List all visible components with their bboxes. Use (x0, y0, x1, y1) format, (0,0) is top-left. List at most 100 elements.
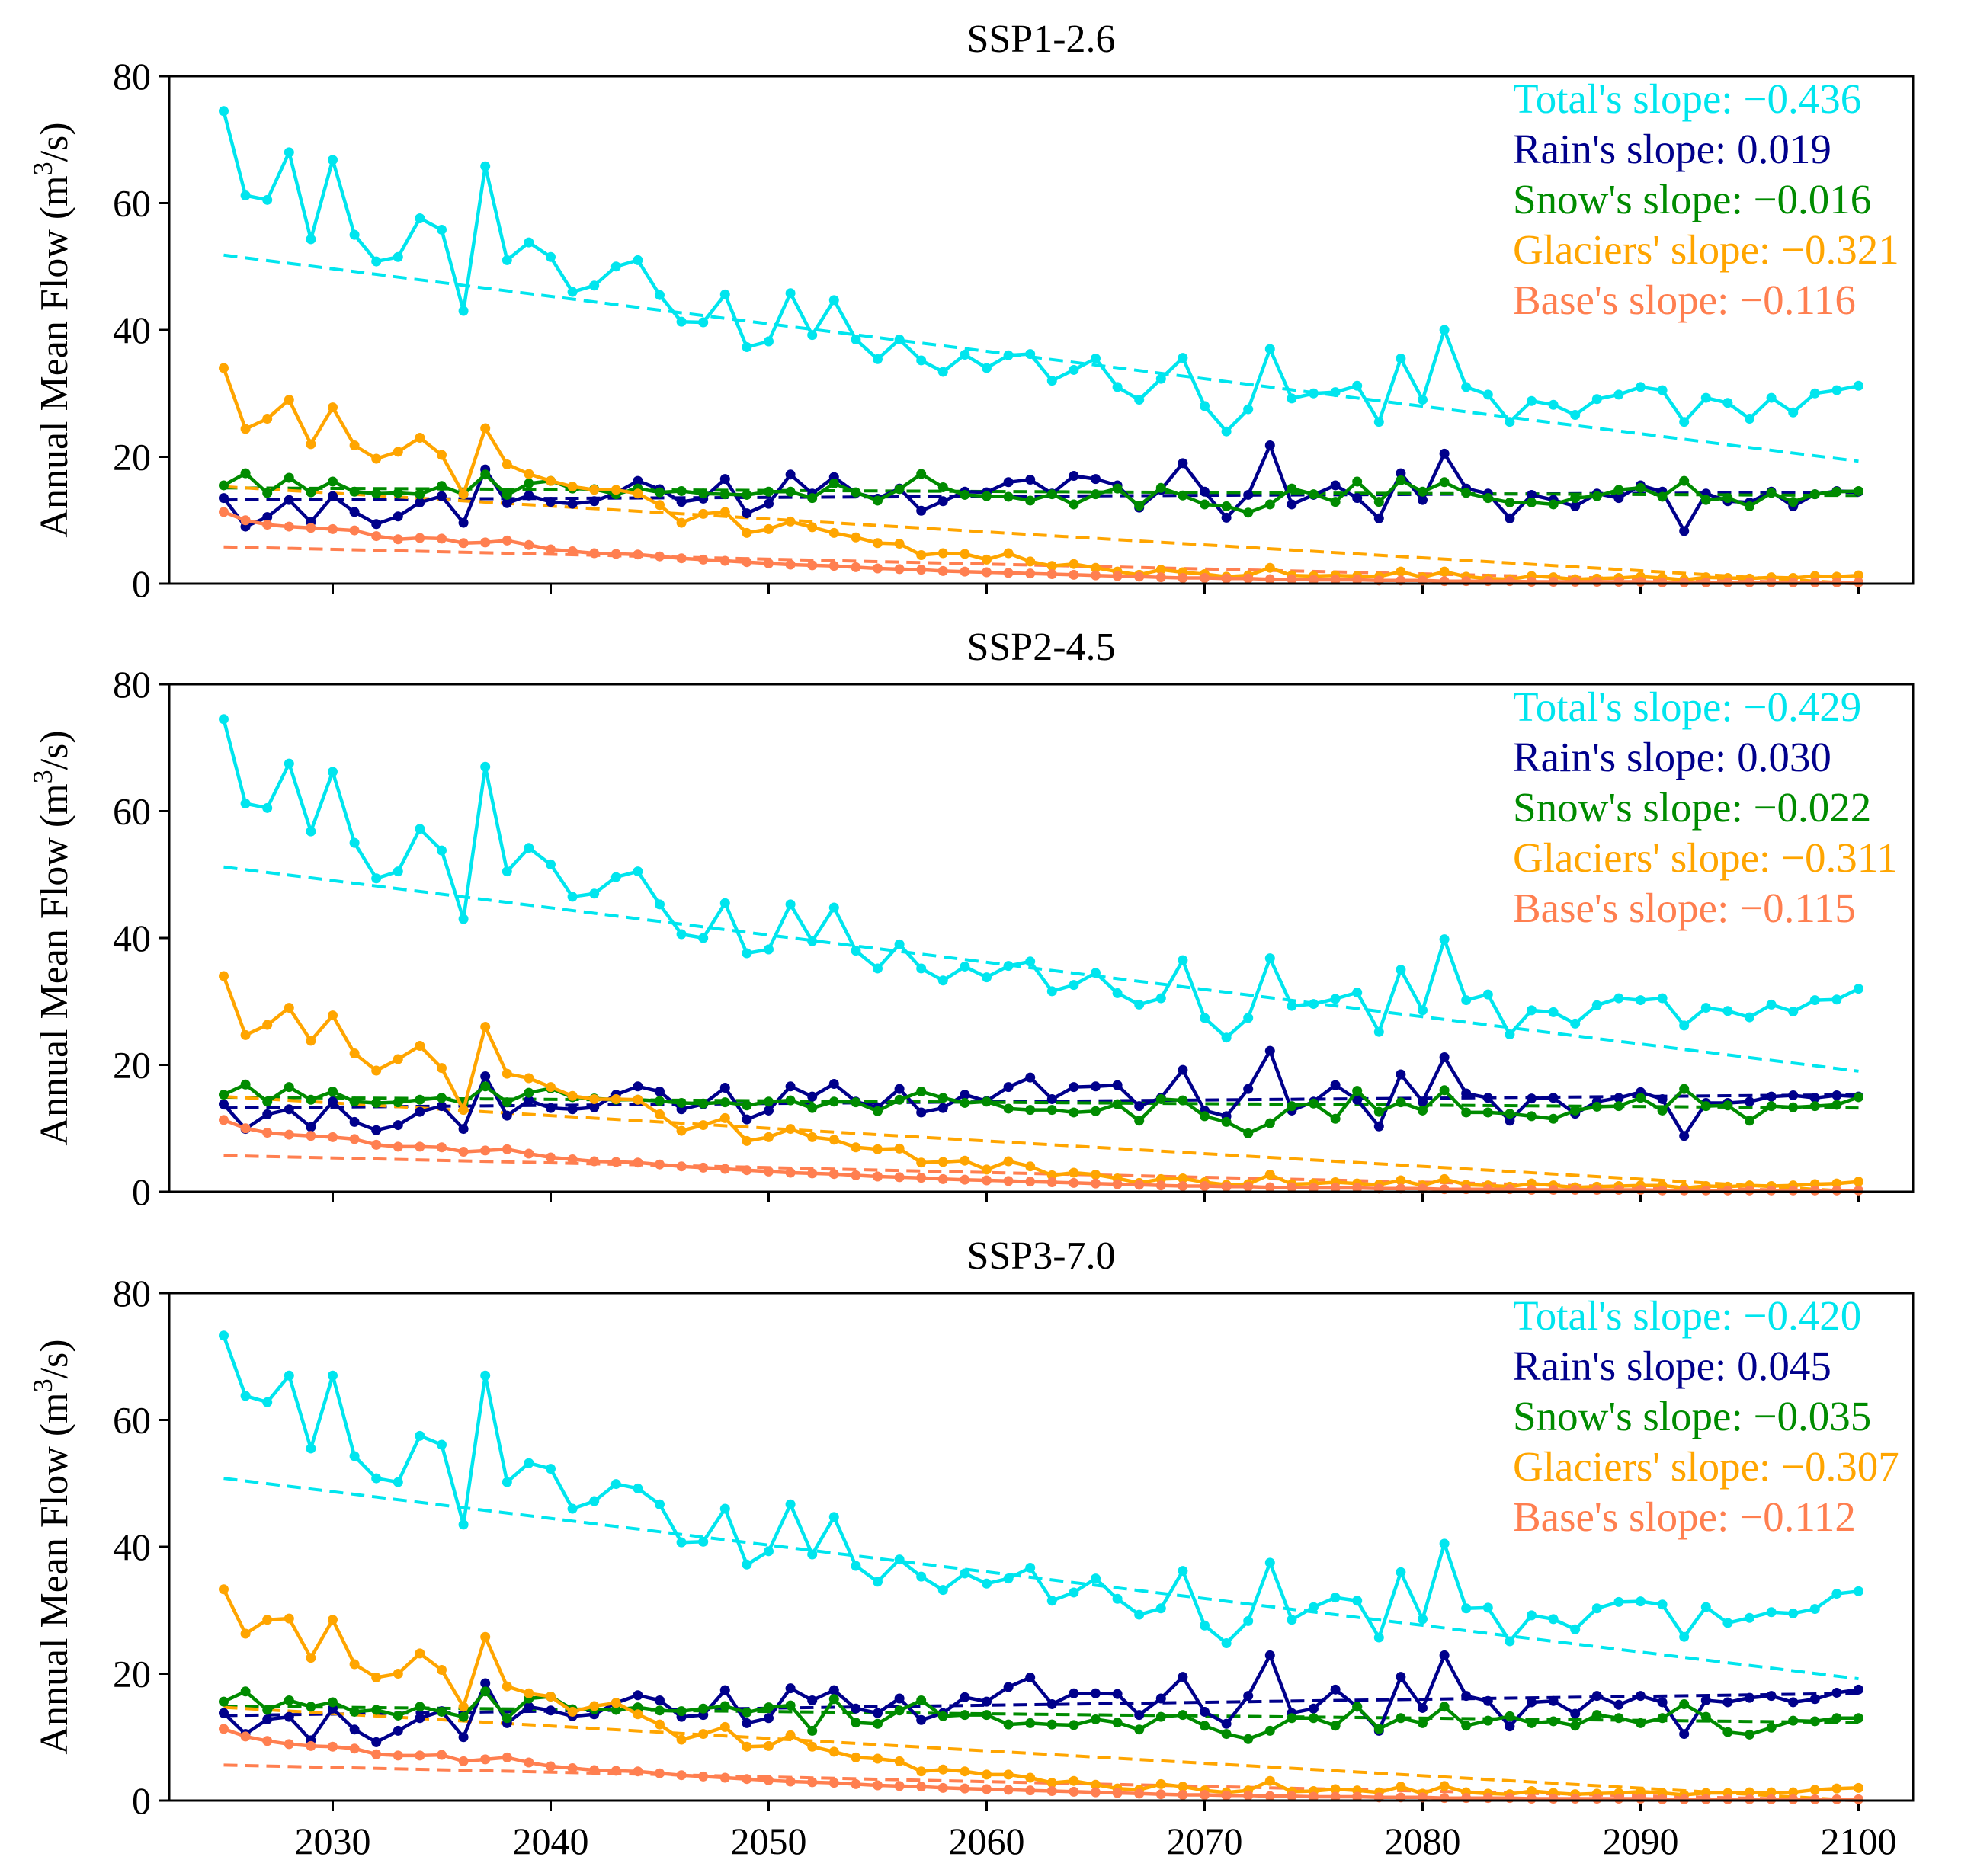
panel-2-point-base-2074 (1287, 1182, 1297, 1193)
panel-3-point-total-2040 (546, 1464, 556, 1474)
panel-1-point-glaciers-2039 (524, 469, 534, 479)
panel-3-slope-total: Total's slope: −0.420 (1513, 1292, 1861, 1339)
panel-1-point-snow-2054 (851, 487, 861, 498)
panel-1-point-rain-2036 (458, 517, 469, 528)
panel-1-point-base-2053 (828, 561, 839, 571)
panel-2-point-snow-2084 (1505, 1109, 1515, 1119)
panel-1-point-snow-2030 (328, 476, 338, 487)
panel-2-point-total-2062 (1025, 956, 1036, 967)
panel-2-point-rain-2097 (1788, 1090, 1799, 1100)
panel-1-point-total-2062 (1025, 349, 1036, 360)
panel-2-point-snow-2046 (676, 1097, 687, 1108)
panel-3-point-total-2055 (873, 1577, 883, 1587)
panel-3-point-total-2057 (916, 1571, 927, 1582)
panel-3-point-rain-2039 (524, 1702, 534, 1712)
panel-2-point-base-2054 (851, 1170, 861, 1180)
panel-2-point-total-2047 (698, 933, 709, 943)
panel-2-point-rain-2065 (1091, 1081, 1101, 1092)
panel-3-point-total-2085 (1527, 1610, 1537, 1621)
panel-3-point-total-2081 (1439, 1538, 1450, 1549)
panel-3-point-total-2050 (764, 1546, 774, 1557)
panel-1-trend-glaciers (223, 485, 1859, 585)
panel-2-point-rain-2078 (1373, 1121, 1384, 1132)
panel-2-point-base-2050 (764, 1166, 774, 1177)
panel-1-line-base (223, 510, 1859, 584)
panel-1-point-total-2044 (633, 255, 643, 265)
panel-2-point-total-2099 (1831, 994, 1842, 1005)
panel-1-point-glaciers-2079 (1396, 566, 1406, 577)
panel-2-point-glaciers-2045 (655, 1109, 665, 1119)
panel-3-point-glaciers-2098 (1809, 1785, 1820, 1795)
panel-3-point-base-2085 (1527, 1794, 1537, 1804)
panel-3-y-axis-label: Annual Mean Flow (m3/s) (27, 1339, 76, 1754)
panel-2-point-total-2092 (1679, 1020, 1690, 1031)
panel-2-point-base-2035 (437, 1142, 447, 1153)
panel-2-point-rain-2098 (1809, 1093, 1820, 1103)
panel-1-point-base-2049 (742, 557, 752, 568)
panel-3-point-glaciers-2099 (1831, 1783, 1842, 1794)
panel-3-point-rain-2079 (1396, 1672, 1406, 1682)
panel-1-point-rain-2046 (676, 497, 687, 507)
panel-2-point-snow-2031 (349, 1096, 360, 1107)
panel-3-point-snow-2071 (1221, 1729, 1232, 1740)
panel-2-point-base-2055 (873, 1171, 883, 1182)
panel-2-point-rain-2072 (1243, 1084, 1254, 1094)
panel-1-point-total-2050 (764, 336, 774, 347)
panel-1-point-snow-2097 (1788, 497, 1799, 507)
panel-3-point-rain-2089 (1613, 1699, 1624, 1710)
panel-1-point-total-2094 (1722, 398, 1733, 408)
panel-3-point-snow-2094 (1722, 1727, 1733, 1737)
panel-3-line-total (222, 1335, 1859, 1645)
panel-2-point-snow-2075 (1309, 1098, 1319, 1109)
panel-2-point-rain-2048 (719, 1082, 730, 1093)
panel-3-point-snow-2034 (415, 1702, 425, 1712)
panel-3-point-glaciers-2061 (1003, 1769, 1014, 1780)
panel-1-point-base-2096 (1766, 577, 1777, 587)
panel-2-point-snow-2029 (306, 1094, 316, 1105)
panel-2-point-total-2042 (589, 888, 600, 899)
panel-1-point-total-2068 (1155, 373, 1166, 384)
panel-2-point-base-2071 (1221, 1181, 1232, 1192)
panel-2-point-snow-2099 (1831, 1100, 1842, 1110)
panel-3-point-snow-2086 (1548, 1716, 1559, 1727)
panel-1-point-snow-2089 (1613, 485, 1624, 495)
panel-2-trend-glaciers (223, 1095, 1859, 1193)
panel-3-point-base-2098 (1809, 1794, 1820, 1804)
panel-3-point-total-2044 (633, 1483, 643, 1493)
panel-3-point-total-2060 (982, 1578, 992, 1589)
panel-2-point-glaciers-2079 (1396, 1175, 1406, 1186)
panel-1-point-snow-2068 (1155, 482, 1166, 493)
panel-2-point-total-2087 (1570, 1018, 1581, 1029)
panel-2-point-snow-2071 (1221, 1116, 1232, 1127)
panel-2-point-rain-2092 (1679, 1131, 1690, 1141)
panel-2-point-base-2058 (937, 1173, 948, 1184)
panel-1-point-rain-2034 (415, 497, 425, 507)
panel-3-point-snow-2089 (1613, 1713, 1624, 1724)
panel-3-point-base-2100 (1854, 1794, 1863, 1804)
panel-3-point-glaciers-2069 (1178, 1782, 1188, 1792)
panel-2-point-total-2088 (1591, 1000, 1602, 1010)
panel-1-point-base-2043 (610, 549, 621, 559)
panel-3-point-snow-2082 (1461, 1721, 1472, 1731)
panel-3-point-total-2049 (742, 1559, 752, 1570)
panel-1-point-rain-2028 (284, 495, 294, 505)
panel-2-point-rain-2052 (807, 1091, 818, 1102)
panel-1-point-base-2028 (284, 521, 294, 532)
panel-3-point-rain-2091 (1657, 1697, 1668, 1708)
panel-2-point-base-2037 (480, 1145, 491, 1156)
panel-3-point-total-2092 (1679, 1631, 1690, 1642)
panel-2-point-snow-2034 (415, 1094, 425, 1105)
panel-3-point-rain-2069 (1178, 1672, 1188, 1682)
panel-3-point-total-2069 (1178, 1566, 1188, 1577)
panel-2-point-base-2075 (1309, 1183, 1319, 1193)
panel-3-point-base-2049 (742, 1774, 752, 1785)
panel-1-point-base-2092 (1679, 577, 1690, 587)
panel-2-point-snow-2085 (1527, 1111, 1537, 1122)
panel-3-point-snow-2031 (349, 1706, 360, 1717)
panel-3-point-snow-2028 (284, 1695, 294, 1705)
panel-3-point-total-2042 (589, 1496, 600, 1506)
panel-2-point-glaciers-2055 (873, 1144, 883, 1154)
panel-1-point-snow-2080 (1418, 486, 1428, 497)
panel-3-point-base-2042 (589, 1765, 600, 1775)
panel-3-point-total-2084 (1505, 1636, 1515, 1647)
